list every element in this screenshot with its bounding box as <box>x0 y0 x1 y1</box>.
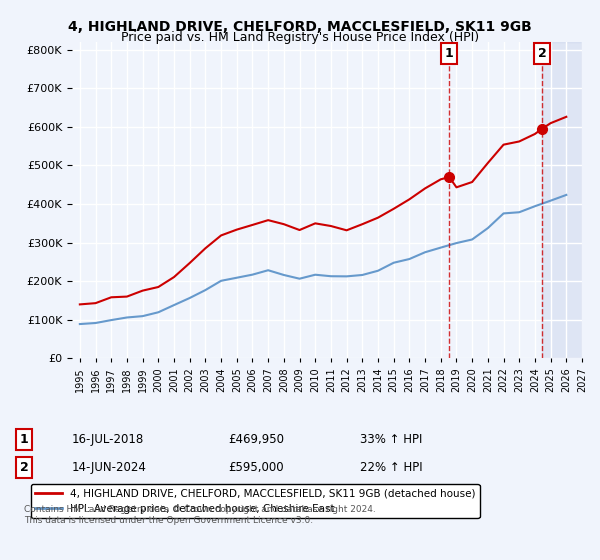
4, HIGHLAND DRIVE, CHELFORD, MACCLESFIELD, SK11 9GB (detached house) <box>280 221 287 227</box>
4, HIGHLAND DRIVE, CHELFORD, MACCLESFIELD, SK11 9GB (detached house) <box>92 300 99 306</box>
4, HIGHLAND DRIVE, CHELFORD, MACCLESFIELD, SK11 9GB (detached house) <box>76 301 83 308</box>
Text: Contains HM Land Registry data © Crown copyright and database right 2024.
This d: Contains HM Land Registry data © Crown c… <box>24 506 376 525</box>
HPI: Average price, detached house, Cheshire East: (2e+03, 9.93e+04): Average price, detached house, Cheshire … <box>107 317 115 324</box>
Text: £469,950: £469,950 <box>228 433 284 446</box>
4, HIGHLAND DRIVE, CHELFORD, MACCLESFIELD, SK11 9GB (detached house) <box>563 114 570 120</box>
4, HIGHLAND DRIVE, CHELFORD, MACCLESFIELD, SK11 9GB (detached house) <box>186 260 193 267</box>
HPI: Average price, detached house, Cheshire East: (2.01e+03, 2.13e+05): Average price, detached house, Cheshire … <box>343 273 350 279</box>
4, HIGHLAND DRIVE, CHELFORD, MACCLESFIELD, SK11 9GB (detached house) <box>139 287 146 294</box>
4, HIGHLAND DRIVE, CHELFORD, MACCLESFIELD, SK11 9GB (detached house) <box>107 294 115 301</box>
4, HIGHLAND DRIVE, CHELFORD, MACCLESFIELD, SK11 9GB (detached house) <box>343 227 350 234</box>
HPI: Average price, detached house, Cheshire East: (2e+03, 8.9e+04): Average price, detached house, Cheshire … <box>76 321 83 328</box>
4, HIGHLAND DRIVE, CHELFORD, MACCLESFIELD, SK11 9GB (detached house) <box>265 217 272 223</box>
Bar <box>542 42 582 358</box>
HPI: Average price, detached house, Cheshire East: (2.01e+03, 2.17e+05): Average price, detached house, Cheshire … <box>311 272 319 278</box>
4, HIGHLAND DRIVE, CHELFORD, MACCLESFIELD, SK11 9GB (detached house) <box>532 130 539 137</box>
4, HIGHLAND DRIVE, CHELFORD, MACCLESFIELD, SK11 9GB (detached house) <box>359 221 366 227</box>
4, HIGHLAND DRIVE, CHELFORD, MACCLESFIELD, SK11 9GB (detached house) <box>437 176 445 183</box>
4, HIGHLAND DRIVE, CHELFORD, MACCLESFIELD, SK11 9GB (detached house) <box>311 220 319 227</box>
4, HIGHLAND DRIVE, CHELFORD, MACCLESFIELD, SK11 9GB (detached house) <box>390 206 397 212</box>
4, HIGHLAND DRIVE, CHELFORD, MACCLESFIELD, SK11 9GB (detached house) <box>453 184 460 191</box>
Line: HPI: Average price, detached house, Cheshire East: HPI: Average price, detached house, Ches… <box>80 195 566 324</box>
HPI: Average price, detached house, Cheshire East: (2.02e+03, 3.38e+05): Average price, detached house, Cheshire … <box>484 225 491 231</box>
4, HIGHLAND DRIVE, CHELFORD, MACCLESFIELD, SK11 9GB (detached house) <box>374 214 382 221</box>
HPI: Average price, detached house, Cheshire East: (2e+03, 1.77e+05): Average price, detached house, Cheshire … <box>202 287 209 293</box>
4, HIGHLAND DRIVE, CHELFORD, MACCLESFIELD, SK11 9GB (detached house) <box>446 174 453 180</box>
4, HIGHLAND DRIVE, CHELFORD, MACCLESFIELD, SK11 9GB (detached house) <box>515 138 523 145</box>
HPI: Average price, detached house, Cheshire East: (2e+03, 2.01e+05): Average price, detached house, Cheshire … <box>217 277 224 284</box>
4, HIGHLAND DRIVE, CHELFORD, MACCLESFIELD, SK11 9GB (detached house) <box>233 226 241 233</box>
Line: 4, HIGHLAND DRIVE, CHELFORD, MACCLESFIELD, SK11 9GB (detached house): 4, HIGHLAND DRIVE, CHELFORD, MACCLESFIEL… <box>80 117 566 305</box>
HPI: Average price, detached house, Cheshire East: (2.03e+03, 4.24e+05): Average price, detached house, Cheshire … <box>563 192 570 198</box>
Text: 4, HIGHLAND DRIVE, CHELFORD, MACCLESFIELD, SK11 9GB: 4, HIGHLAND DRIVE, CHELFORD, MACCLESFIEL… <box>68 20 532 34</box>
HPI: Average price, detached house, Cheshire East: (2.01e+03, 2.13e+05): Average price, detached house, Cheshire … <box>328 273 335 279</box>
HPI: Average price, detached house, Cheshire East: (2.02e+03, 3.79e+05): Average price, detached house, Cheshire … <box>515 209 523 216</box>
HPI: Average price, detached house, Cheshire East: (2e+03, 9.17e+04): Average price, detached house, Cheshire … <box>92 320 99 326</box>
HPI: Average price, detached house, Cheshire East: (2e+03, 1.38e+05): Average price, detached house, Cheshire … <box>170 302 178 309</box>
HPI: Average price, detached house, Cheshire East: (2.01e+03, 2.28e+05): Average price, detached house, Cheshire … <box>265 267 272 274</box>
HPI: Average price, detached house, Cheshire East: (2.01e+03, 2.17e+05): Average price, detached house, Cheshire … <box>249 271 256 278</box>
HPI: Average price, detached house, Cheshire East: (2.02e+03, 3.76e+05): Average price, detached house, Cheshire … <box>500 210 507 217</box>
4, HIGHLAND DRIVE, CHELFORD, MACCLESFIELD, SK11 9GB (detached house) <box>469 179 476 185</box>
Text: 2: 2 <box>20 461 28 474</box>
HPI: Average price, detached house, Cheshire East: (2.02e+03, 4.09e+05): Average price, detached house, Cheshire … <box>547 197 554 204</box>
4, HIGHLAND DRIVE, CHELFORD, MACCLESFIELD, SK11 9GB (detached house) <box>202 245 209 251</box>
HPI: Average price, detached house, Cheshire East: (2.02e+03, 2.99e+05): Average price, detached house, Cheshire … <box>453 240 460 246</box>
4, HIGHLAND DRIVE, CHELFORD, MACCLESFIELD, SK11 9GB (detached house) <box>170 274 178 281</box>
HPI: Average price, detached house, Cheshire East: (2.02e+03, 2.87e+05): Average price, detached house, Cheshire … <box>437 244 445 251</box>
Text: 16-JUL-2018: 16-JUL-2018 <box>72 433 144 446</box>
4, HIGHLAND DRIVE, CHELFORD, MACCLESFIELD, SK11 9GB (detached house) <box>406 196 413 203</box>
Text: Price paid vs. HM Land Registry's House Price Index (HPI): Price paid vs. HM Land Registry's House … <box>121 31 479 44</box>
HPI: Average price, detached house, Cheshire East: (2.01e+03, 2.27e+05): Average price, detached house, Cheshire … <box>374 267 382 274</box>
HPI: Average price, detached house, Cheshire East: (2e+03, 1.1e+05): Average price, detached house, Cheshire … <box>139 313 146 320</box>
Legend: 4, HIGHLAND DRIVE, CHELFORD, MACCLESFIELD, SK11 9GB (detached house), HPI: Avera: 4, HIGHLAND DRIVE, CHELFORD, MACCLESFIEL… <box>31 484 479 517</box>
HPI: Average price, detached house, Cheshire East: (2.01e+03, 2.07e+05): Average price, detached house, Cheshire … <box>296 276 303 282</box>
4, HIGHLAND DRIVE, CHELFORD, MACCLESFIELD, SK11 9GB (detached house) <box>155 284 162 291</box>
HPI: Average price, detached house, Cheshire East: (2e+03, 1.06e+05): Average price, detached house, Cheshire … <box>124 314 131 321</box>
HPI: Average price, detached house, Cheshire East: (2.02e+03, 3.08e+05): Average price, detached house, Cheshire … <box>469 236 476 243</box>
4, HIGHLAND DRIVE, CHELFORD, MACCLESFIELD, SK11 9GB (detached house) <box>484 160 491 166</box>
HPI: Average price, detached house, Cheshire East: (2.02e+03, 2.58e+05): Average price, detached house, Cheshire … <box>406 256 413 263</box>
HPI: Average price, detached house, Cheshire East: (2e+03, 1.57e+05): Average price, detached house, Cheshire … <box>186 295 193 301</box>
Text: 1: 1 <box>445 47 454 60</box>
4, HIGHLAND DRIVE, CHELFORD, MACCLESFIELD, SK11 9GB (detached house) <box>249 222 256 228</box>
HPI: Average price, detached house, Cheshire East: (2e+03, 2.09e+05): Average price, detached house, Cheshire … <box>233 274 241 281</box>
Text: 33% ↑ HPI: 33% ↑ HPI <box>360 433 422 446</box>
4, HIGHLAND DRIVE, CHELFORD, MACCLESFIELD, SK11 9GB (detached house) <box>217 232 224 239</box>
HPI: Average price, detached house, Cheshire East: (2.01e+03, 2.16e+05): Average price, detached house, Cheshire … <box>359 272 366 278</box>
Text: 1: 1 <box>20 433 28 446</box>
Text: 22% ↑ HPI: 22% ↑ HPI <box>360 461 422 474</box>
Text: 14-JUN-2024: 14-JUN-2024 <box>72 461 147 474</box>
HPI: Average price, detached house, Cheshire East: (2.01e+03, 2.16e+05): Average price, detached house, Cheshire … <box>280 272 287 278</box>
HPI: Average price, detached house, Cheshire East: (2.02e+03, 3.94e+05): Average price, detached house, Cheshire … <box>532 203 539 209</box>
Text: £595,000: £595,000 <box>228 461 284 474</box>
4, HIGHLAND DRIVE, CHELFORD, MACCLESFIELD, SK11 9GB (detached house) <box>124 293 131 300</box>
4, HIGHLAND DRIVE, CHELFORD, MACCLESFIELD, SK11 9GB (detached house) <box>538 125 545 132</box>
HPI: Average price, detached house, Cheshire East: (2e+03, 1.2e+05): Average price, detached house, Cheshire … <box>155 309 162 316</box>
HPI: Average price, detached house, Cheshire East: (2.02e+03, 2.48e+05): Average price, detached house, Cheshire … <box>390 259 397 266</box>
4, HIGHLAND DRIVE, CHELFORD, MACCLESFIELD, SK11 9GB (detached house) <box>547 120 554 127</box>
HPI: Average price, detached house, Cheshire East: (2.02e+03, 2.75e+05): Average price, detached house, Cheshire … <box>421 249 428 255</box>
4, HIGHLAND DRIVE, CHELFORD, MACCLESFIELD, SK11 9GB (detached house) <box>328 223 335 230</box>
4, HIGHLAND DRIVE, CHELFORD, MACCLESFIELD, SK11 9GB (detached house) <box>296 227 303 234</box>
4, HIGHLAND DRIVE, CHELFORD, MACCLESFIELD, SK11 9GB (detached house) <box>500 141 507 148</box>
4, HIGHLAND DRIVE, CHELFORD, MACCLESFIELD, SK11 9GB (detached house) <box>421 185 428 192</box>
Text: 2: 2 <box>538 47 547 60</box>
